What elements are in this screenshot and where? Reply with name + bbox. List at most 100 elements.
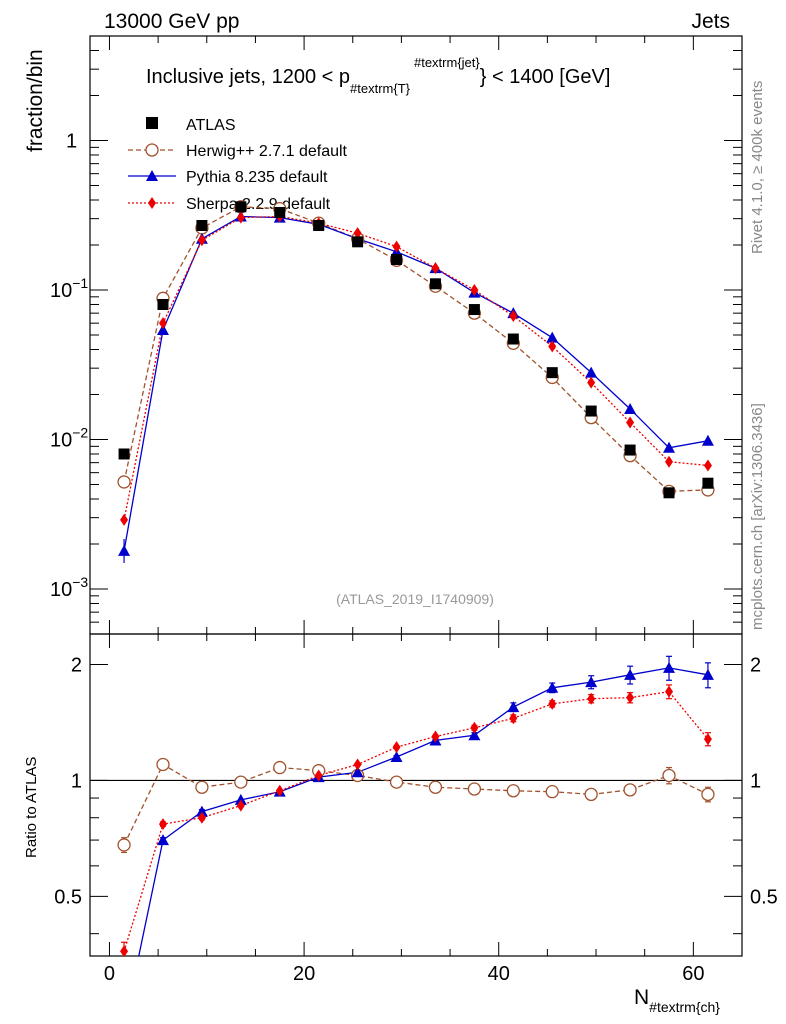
atlas-data-point bbox=[313, 220, 325, 232]
sherpa-marker bbox=[470, 283, 479, 296]
x-axis-ticks: 0 20 40 60 bbox=[104, 36, 704, 985]
atlas-data-point bbox=[429, 278, 441, 290]
legend-atlas-marker bbox=[146, 117, 158, 129]
herwig-marker bbox=[117, 475, 131, 489]
atlas-data-point bbox=[274, 206, 286, 218]
sherpa-marker bbox=[158, 317, 167, 330]
pythia-main-line bbox=[123, 215, 709, 551]
header-left-label: 13000 GeV pp bbox=[104, 10, 239, 33]
pythia-marker bbox=[118, 544, 131, 556]
x-tick-label: 60 bbox=[682, 963, 704, 985]
herwig-marker bbox=[584, 787, 598, 802]
sherpa-marker bbox=[236, 799, 245, 812]
sherpa-marker bbox=[197, 811, 206, 824]
x-axis-label-sub: #textrm{ch} bbox=[649, 999, 720, 1015]
sherpa-marker bbox=[158, 818, 167, 831]
rivet-info: Rivet 4.1.0, ≥ 400k events bbox=[749, 81, 766, 254]
ratio-y-tick-label-right: 1 bbox=[750, 770, 761, 792]
herwig-marker bbox=[701, 787, 715, 802]
atlas-data-point bbox=[702, 477, 714, 489]
pythia-marker bbox=[507, 701, 520, 713]
mcplots-info: mcplots.cern.ch [arXiv:1306.3436] bbox=[749, 403, 766, 630]
herwig-marker bbox=[467, 782, 482, 796]
sherpa-ratio-line bbox=[123, 691, 709, 952]
ratio-panel-frame bbox=[89, 633, 743, 957]
pythia-marker bbox=[156, 324, 169, 336]
main-y-tick-exponent: −1 bbox=[72, 275, 88, 291]
main-y-tick-label: 10−2 bbox=[50, 424, 88, 451]
pythia-ratio-line bbox=[138, 667, 709, 956]
atlas-data-point bbox=[391, 253, 403, 265]
legend: ATLAS Herwig++ 2.7.1 default Pythia 8.23… bbox=[128, 117, 348, 213]
plot-title-sup: #textrm{jet} bbox=[414, 55, 480, 70]
pythia-marker bbox=[624, 668, 637, 680]
sherpa-marker bbox=[275, 784, 284, 797]
atlas-data-point bbox=[468, 304, 480, 316]
plot-title-sub: #textrm{T} bbox=[350, 81, 411, 96]
x-axis-label-main: N bbox=[634, 986, 649, 1009]
ratio-y-tick-label-left: 0.5 bbox=[54, 886, 82, 908]
ratio-series-group bbox=[117, 655, 715, 956]
sherpa-marker bbox=[587, 692, 596, 705]
pythia-marker bbox=[585, 676, 598, 688]
sherpa-marker bbox=[431, 262, 440, 275]
herwig-marker bbox=[195, 780, 209, 794]
atlas-data-point bbox=[157, 298, 169, 310]
sherpa-marker bbox=[120, 945, 129, 956]
sherpa-marker bbox=[626, 416, 635, 429]
legend-herwig-label: Herwig++ 2.7.1 default bbox=[186, 143, 348, 160]
herwig-marker bbox=[545, 785, 559, 799]
herwig-marker bbox=[234, 775, 248, 789]
ratio-y-tick-label-left: 1 bbox=[71, 770, 82, 792]
ratio-y-tick-label-left: 2 bbox=[71, 654, 82, 676]
sherpa-marker bbox=[314, 769, 323, 782]
sherpa-marker bbox=[509, 309, 518, 322]
main-y-tick-base: 10 bbox=[50, 280, 72, 302]
pythia-marker bbox=[468, 729, 481, 741]
herwig-marker bbox=[273, 760, 287, 775]
herwig-marker bbox=[662, 768, 676, 783]
atlas-data-point bbox=[196, 220, 208, 232]
ratio-panel-data bbox=[117, 655, 715, 956]
x-tick-label: 0 bbox=[104, 963, 115, 985]
main-y-tick-base: 1 bbox=[66, 130, 77, 152]
pythia-marker bbox=[701, 434, 714, 446]
ratio-y-axis-label: Ratio to ATLAS bbox=[23, 757, 40, 858]
main-y-tick-base: 10 bbox=[50, 429, 72, 451]
sherpa-marker bbox=[392, 240, 401, 253]
sherpa-marker bbox=[197, 234, 206, 247]
plot-title-end: } < 1400 [GeV] bbox=[480, 66, 611, 88]
sherpa-main-line bbox=[123, 215, 708, 521]
legend-pythia-marker bbox=[146, 170, 158, 181]
plot-title-main: Inclusive jets, 1200 < p bbox=[146, 66, 350, 88]
legend-sherpa-label: Sherpa 2.2.9 default bbox=[186, 196, 331, 213]
ratio-y-tick-label-right: 0.5 bbox=[750, 886, 778, 908]
sherpa-marker bbox=[665, 455, 674, 468]
pythia-marker bbox=[624, 402, 637, 414]
atlas-data-point bbox=[118, 448, 130, 460]
main-y-tick-exponent: −2 bbox=[72, 424, 88, 440]
main-y-axis-ticks: 110−110−210−3 bbox=[50, 35, 742, 635]
sherpa-marker bbox=[703, 733, 712, 746]
sherpa-marker bbox=[392, 741, 401, 754]
pythia-marker bbox=[663, 661, 676, 673]
sherpa-marker bbox=[548, 697, 557, 710]
atlas-data-point bbox=[546, 367, 558, 379]
sherpa-marker bbox=[236, 211, 245, 224]
main-y-tick-label: 10−1 bbox=[50, 275, 88, 302]
pythia-marker bbox=[701, 668, 714, 680]
main-y-tick-base: 10 bbox=[50, 579, 72, 601]
sherpa-marker bbox=[120, 513, 129, 526]
sherpa-marker bbox=[587, 376, 596, 389]
sherpa-marker bbox=[353, 758, 362, 771]
ratio-y-tick-label-right: 2 bbox=[750, 654, 761, 676]
herwig-marker bbox=[428, 780, 443, 794]
atlas-data-point bbox=[507, 333, 519, 345]
sherpa-marker bbox=[353, 227, 362, 240]
herwig-marker bbox=[117, 838, 131, 852]
sherpa-marker bbox=[665, 685, 674, 698]
pythia-marker bbox=[351, 766, 364, 778]
legend-atlas-label: ATLAS bbox=[186, 117, 236, 134]
herwig-ratio-line bbox=[123, 763, 709, 846]
